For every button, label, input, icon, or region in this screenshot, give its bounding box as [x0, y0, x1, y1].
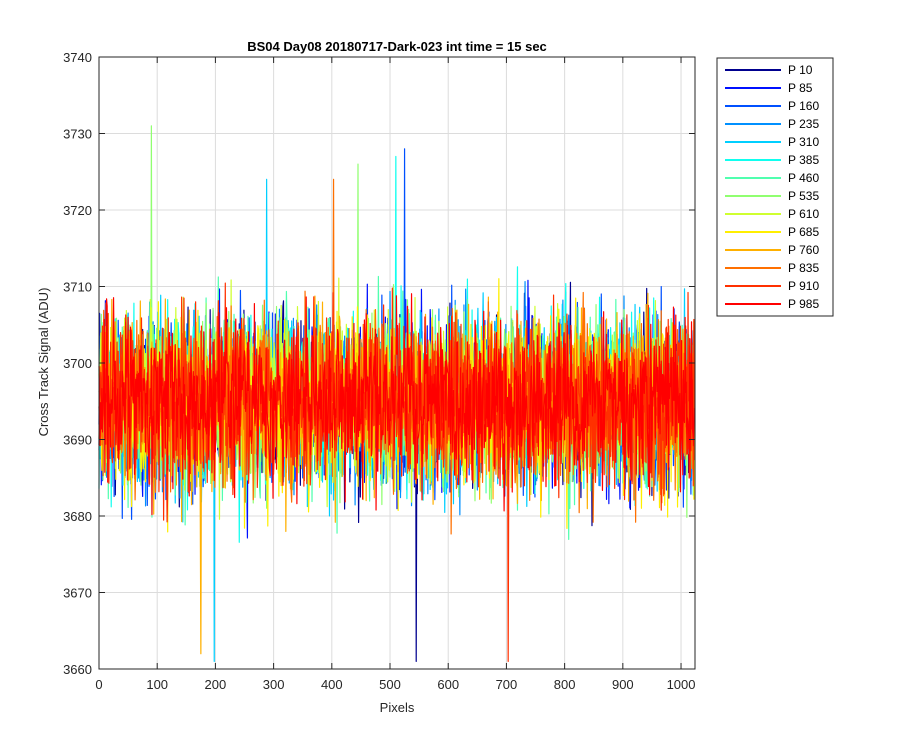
legend-label: P 385	[788, 153, 819, 167]
tick-layer: 0 100 200 300 400 500 600 700 800 900 1000 3660 3670…	[63, 50, 695, 692]
legend-label: P 160	[788, 99, 819, 113]
x-tick-label: 100	[146, 677, 168, 692]
x-tick-label: 800	[554, 677, 576, 692]
x-axis-label: Pixels	[380, 700, 415, 715]
y-tick-label: 3720	[63, 203, 92, 218]
y-axis-label: Cross Track Signal (ADU)	[36, 288, 51, 437]
x-tick-label: 0	[95, 677, 102, 692]
legend-label: P 535	[788, 189, 819, 203]
x-tick-label: 1000	[667, 677, 696, 692]
legend-label: P 910	[788, 279, 819, 293]
x-tick-label: 700	[496, 677, 518, 692]
legend-label: P 310	[788, 135, 819, 149]
legend-label: P 685	[788, 225, 819, 239]
chart-title: BS04 Day08 20180717-Dark-023 int time = …	[247, 39, 547, 54]
legend-box	[716, 57, 834, 317]
legend-label: P 760	[788, 243, 819, 257]
x-tick-label: 400	[321, 677, 343, 692]
x-tick-label: 200	[205, 677, 227, 692]
y-tick-label: 3730	[63, 127, 92, 142]
x-tick-label: 300	[263, 677, 285, 692]
legend-label: P 460	[788, 171, 819, 185]
series-line-p910	[98, 282, 696, 662]
legend-label: P 235	[788, 117, 819, 131]
y-tick-label: 3700	[63, 356, 92, 371]
y-tick-label: 3690	[63, 433, 92, 448]
y-tick-label: 3680	[63, 509, 92, 524]
y-tick-label: 3710	[63, 280, 92, 295]
y-tick-label: 3660	[63, 662, 92, 677]
legend-label: P 10	[788, 63, 813, 77]
x-tick-label: 600	[437, 677, 459, 692]
legend-label: P 85	[788, 81, 813, 95]
y-tick-label: 3740	[63, 50, 92, 65]
legend: P 10 P 85 P 160 P 235 P 310 P 385 P 460 P 535 P …	[716, 57, 834, 317]
y-tick-label: 3670	[63, 586, 92, 601]
legend-label: P 835	[788, 261, 819, 275]
legend-label: P 985	[788, 297, 819, 311]
x-tick-label: 900	[612, 677, 634, 692]
legend-label: P 610	[788, 207, 819, 221]
series-layer	[98, 125, 696, 662]
x-tick-label: 500	[379, 677, 401, 692]
series-line-p985	[98, 293, 696, 516]
